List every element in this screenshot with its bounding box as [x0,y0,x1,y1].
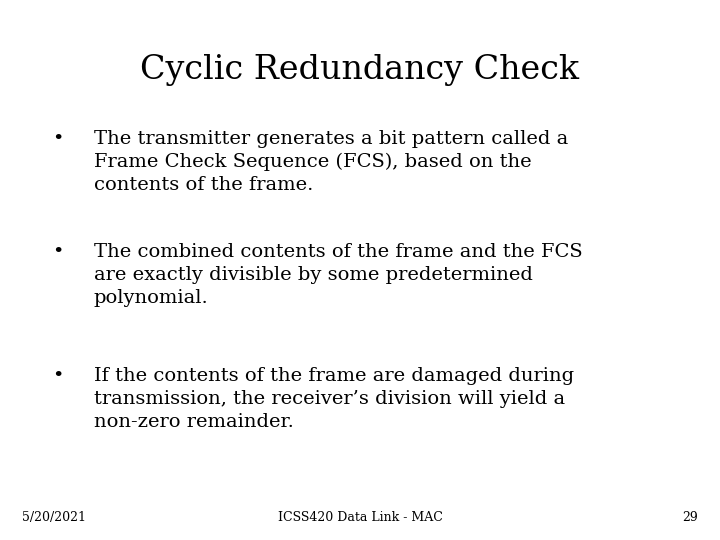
Text: •: • [52,130,63,147]
Text: •: • [52,367,63,385]
Text: The transmitter generates a bit pattern called a
Frame Check Sequence (FCS), bas: The transmitter generates a bit pattern … [94,130,568,194]
Text: Cyclic Redundancy Check: Cyclic Redundancy Check [140,54,580,86]
Text: 5/20/2021: 5/20/2021 [22,511,86,524]
Text: •: • [52,243,63,261]
Text: ICSS420 Data Link - MAC: ICSS420 Data Link - MAC [278,511,442,524]
Text: The combined contents of the frame and the FCS
are exactly divisible by some pre: The combined contents of the frame and t… [94,243,582,307]
Text: 29: 29 [683,511,698,524]
Text: If the contents of the frame are damaged during
transmission, the receiver’s div: If the contents of the frame are damaged… [94,367,574,431]
